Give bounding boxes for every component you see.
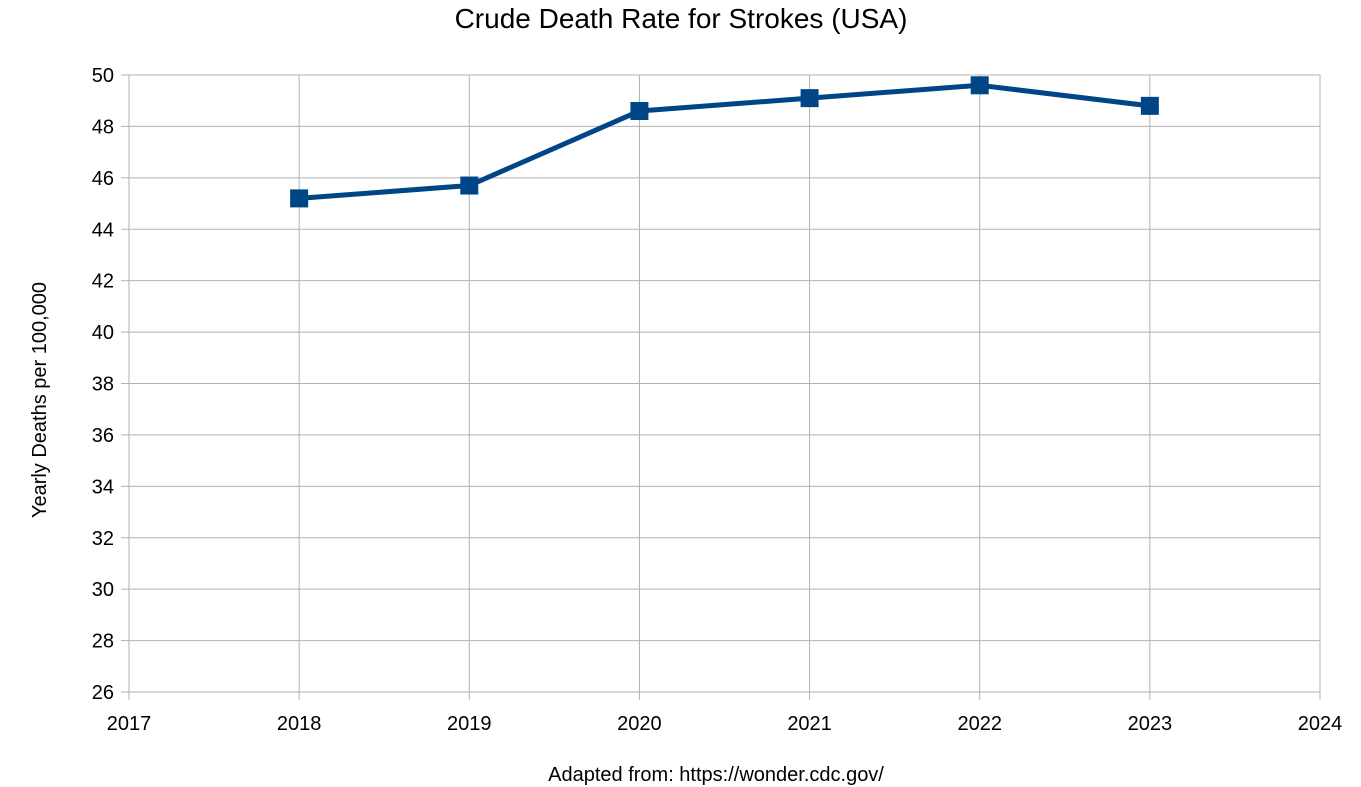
data-point-marker bbox=[800, 89, 819, 108]
y-tick-label: 26 bbox=[92, 682, 114, 704]
y-tick-label: 40 bbox=[92, 322, 114, 344]
data-point-marker bbox=[460, 176, 479, 195]
x-tick-label: 2021 bbox=[787, 713, 832, 735]
y-tick-label: 30 bbox=[92, 579, 114, 601]
x-tick-label: 2018 bbox=[277, 713, 322, 735]
source-note: Adapted from: https://wonder.cdc.gov/ bbox=[548, 764, 884, 786]
series-layer bbox=[290, 76, 1159, 208]
y-axis-ticks: 26 28 30 32 34 36 38 40 42 44 46 48 50 bbox=[92, 65, 129, 704]
y-tick-label: 42 bbox=[92, 271, 114, 293]
y-tick-label: 46 bbox=[92, 168, 114, 190]
data-point-marker bbox=[290, 189, 309, 208]
y-tick-label: 38 bbox=[92, 374, 114, 396]
x-axis-ticks: 2017 2018 2019 2020 2021 2022 2023 2024 bbox=[107, 692, 1343, 735]
y-tick-label: 32 bbox=[92, 528, 114, 550]
x-tick-label: 2019 bbox=[447, 713, 492, 735]
gridlines bbox=[128, 74, 1321, 693]
x-tick-label: 2023 bbox=[1128, 713, 1173, 735]
y-axis-label: Yearly Deaths per 100,000 bbox=[29, 282, 51, 518]
series-line bbox=[296, 82, 1153, 201]
data-point-marker bbox=[630, 101, 649, 120]
x-tick-label: 2017 bbox=[107, 713, 152, 735]
x-tick-label: 2024 bbox=[1298, 713, 1343, 735]
y-tick-label: 36 bbox=[92, 425, 114, 447]
x-tick-label: 2020 bbox=[617, 713, 662, 735]
data-point-marker bbox=[1140, 96, 1159, 115]
y-tick-label: 50 bbox=[92, 65, 114, 87]
y-tick-label: 48 bbox=[92, 116, 114, 138]
y-tick-label: 28 bbox=[92, 631, 114, 653]
chart-title: Crude Death Rate for Strokes (USA) bbox=[455, 3, 908, 34]
data-point-marker bbox=[970, 76, 989, 95]
x-tick-label: 2022 bbox=[957, 713, 1002, 735]
y-tick-label: 34 bbox=[92, 476, 114, 498]
y-tick-label: 44 bbox=[92, 219, 114, 241]
